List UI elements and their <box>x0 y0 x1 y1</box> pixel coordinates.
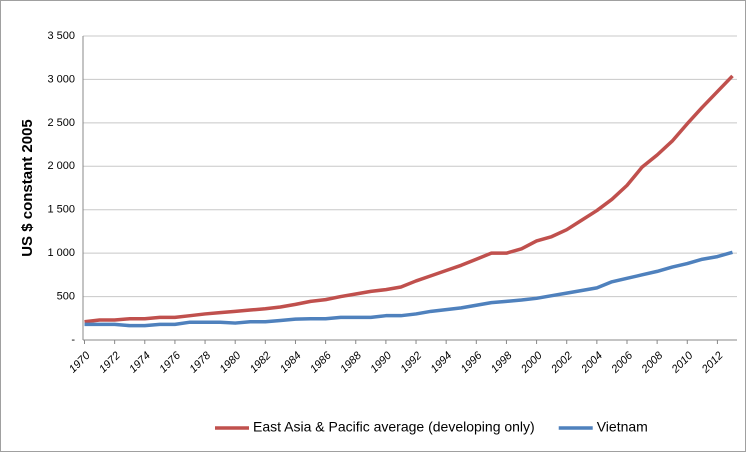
legend-label: East Asia & Pacific average (developing … <box>253 419 535 435</box>
y-tick-label: - <box>71 334 75 346</box>
y-tick-label: 1 000 <box>47 247 75 259</box>
series-line <box>84 74 734 324</box>
y-tick-label: 2 000 <box>47 160 75 172</box>
legend-label: Vietnam <box>597 419 648 435</box>
y-tick-label: 2 500 <box>47 117 75 129</box>
y-tick-label: 500 <box>57 290 75 302</box>
y-tick-label: 3 500 <box>47 30 75 42</box>
y-axis-label: US $ constant 2005 <box>19 119 36 257</box>
series-line <box>84 250 733 328</box>
y-tick-label: 3 000 <box>47 73 75 85</box>
y-tick-label: 1 500 <box>47 204 75 216</box>
